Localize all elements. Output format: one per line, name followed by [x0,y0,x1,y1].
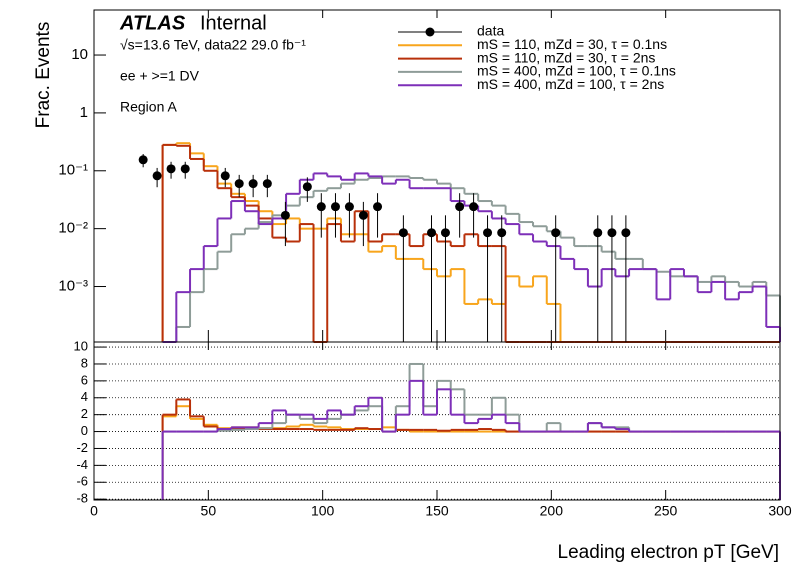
data-point [551,228,561,238]
legend-swatch [425,27,435,37]
data-point [220,171,230,181]
data-point [280,210,290,220]
data-point [469,202,479,212]
x-axis-title: Leading electron pT [GeV] [558,542,779,563]
y-tick-label: -8 [76,491,88,506]
y-tick-label: -6 [76,474,88,489]
data-point [427,228,437,238]
data-point [330,202,340,212]
y-tick-label: 10 [71,46,88,63]
y-axis-title: Frac. Events [33,22,54,129]
atlas-label: ATLAS [119,12,186,34]
data-point [234,179,244,189]
x-tick-label: 300 [768,503,792,519]
data-point [621,228,631,238]
region-label: Region A [120,99,177,115]
selection-label: ee + >=1 DV [120,68,200,84]
x-tick-label: 200 [540,503,564,519]
y-tick-label: 6 [81,372,88,387]
y-tick-label: 10⁻³ [58,277,88,294]
data-point [373,202,383,212]
y-tick-label: 2 [81,406,88,421]
legend-label: data [477,23,504,39]
y-tick-label: -4 [76,457,88,472]
y-tick-label: -2 [76,440,88,455]
data-point [152,171,162,181]
legend-label: mS = 110, mZd = 30, τ = 0.1ns [477,36,667,52]
legend-label: mS = 400, mZd = 100, τ = 2ns [477,76,664,92]
data-point [483,228,493,238]
plot-frame [93,341,781,501]
data-point [440,228,450,238]
y-tick-label: 1 [80,104,88,121]
data-point [358,210,368,220]
data-point [138,155,148,165]
legend-label: mS = 110, mZd = 30, τ = 2ns [477,49,655,65]
data-point [497,228,507,238]
y-tick-label: 10 [74,339,88,354]
y-tick-label: 0 [81,423,88,438]
data-point [180,164,190,174]
x-tick-label: 50 [201,503,217,519]
y-tick-label: 8 [81,355,88,370]
x-tick-label: 150 [425,503,449,519]
data-point [248,179,258,189]
x-tick-label: 0 [90,503,98,519]
y-tick-label: 4 [81,389,88,404]
data-point [398,228,408,238]
legend-label: mS = 400, mZd = 100, τ = 0.1ns [477,63,676,79]
y-tick-label: 10⁻² [58,220,88,237]
y-tick-label: 10⁻¹ [58,162,88,179]
internal-label: Internal [200,12,267,34]
data-point [262,179,272,189]
energy-label: √s=13.6 TeV, data22 29.0 fb⁻¹ [120,37,306,53]
x-tick-label: 100 [311,503,335,519]
data-point [344,202,354,212]
data-point [166,164,176,174]
data-point [607,228,617,238]
data-point [455,202,465,212]
x-tick-label: 250 [654,503,678,519]
data-point [593,228,603,238]
data-point [316,202,326,212]
data-point [302,182,312,192]
